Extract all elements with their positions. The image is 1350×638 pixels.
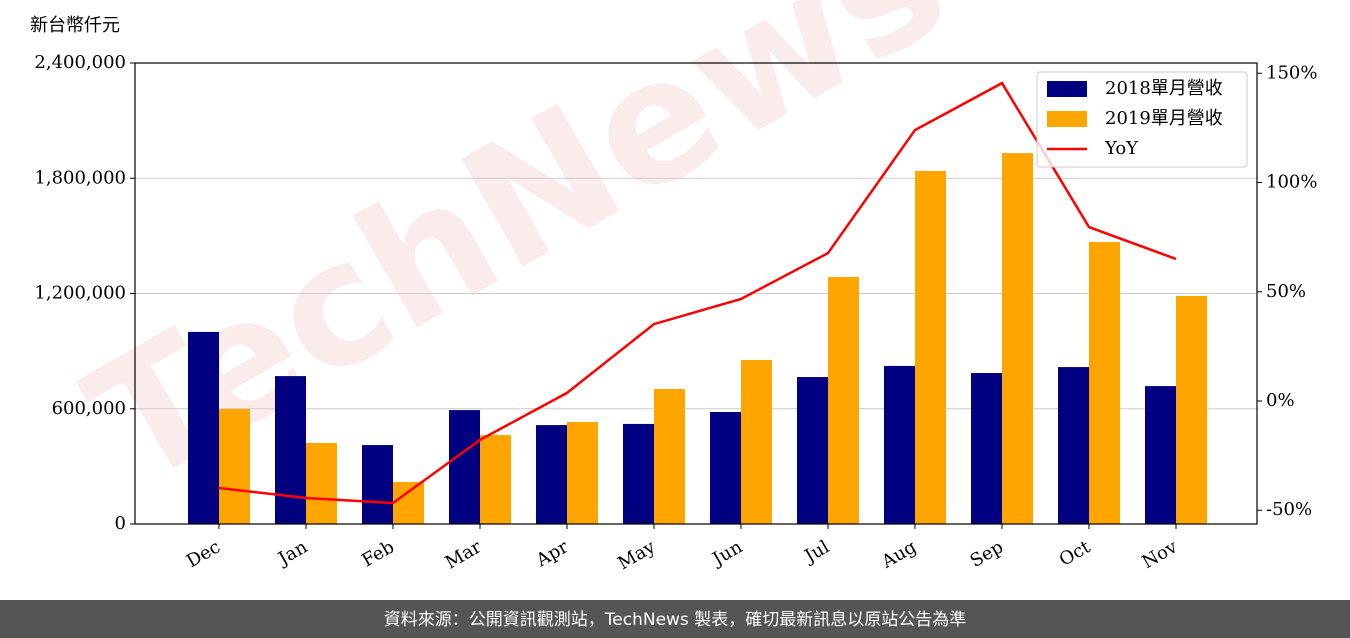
bar <box>797 377 828 524</box>
y2-tick-label: 100% <box>1266 172 1317 193</box>
y-tick-label: 0 <box>115 513 126 534</box>
x-tick-label: Feb <box>358 536 398 571</box>
bar <box>971 373 1002 524</box>
bar <box>1058 367 1089 524</box>
x-tick-label: Sep <box>967 536 1007 571</box>
footer-bar <box>0 600 1350 638</box>
bar <box>1089 242 1120 524</box>
bar <box>1176 295 1207 524</box>
footer: 資料來源：公開資訊觀測站，TechNews 製表，確切最新訊息以原站公告為準 <box>384 610 966 630</box>
y-axis-label: 新台幣仟元 <box>30 15 120 36</box>
y-tick-label: 1,200,000 <box>34 283 126 304</box>
x-tick-label: Oct <box>1056 536 1095 571</box>
bar <box>1002 153 1033 524</box>
y2-tick-label: 0% <box>1266 390 1295 411</box>
bar <box>567 422 598 524</box>
bar <box>275 376 306 524</box>
plot-frame <box>134 62 1258 525</box>
x-tick-label: Apr <box>532 536 572 571</box>
x-tick-label: Aug <box>877 536 920 573</box>
line <box>218 81 1177 505</box>
legend-box <box>1036 71 1248 168</box>
bar <box>828 276 859 524</box>
y-tick-label: 1,800,000 <box>34 167 126 188</box>
bar <box>654 388 685 524</box>
legend-swatch <box>1047 111 1087 127</box>
bar <box>480 435 511 524</box>
x-tick-label: May <box>614 536 659 574</box>
bar <box>362 445 393 524</box>
x-tick-label: Jul <box>799 536 833 568</box>
bar <box>915 170 946 524</box>
y2-tick-label: 150% <box>1266 62 1317 83</box>
bar <box>393 481 424 524</box>
bar <box>188 331 219 524</box>
bar <box>306 442 337 524</box>
bar <box>536 425 567 524</box>
x-tick-label: Jun <box>707 536 746 571</box>
x-tick-label: Dec <box>183 536 224 572</box>
x-tick-label: Nov <box>1139 536 1182 573</box>
y2-tick-label: -50% <box>1266 499 1312 520</box>
bar <box>449 410 480 524</box>
y2-tick-label: 50% <box>1266 281 1306 302</box>
bar <box>884 365 915 524</box>
bar <box>219 408 250 524</box>
bar <box>710 412 741 524</box>
x-tick-label: Mar <box>442 536 486 573</box>
legend-swatch <box>1047 81 1087 97</box>
legend-label: 2019單月營收 <box>1105 108 1223 129</box>
y-tick-label: 2,400,000 <box>34 52 126 73</box>
y-tick-label: 600,000 <box>52 398 126 419</box>
bar <box>741 359 772 524</box>
legend-label: YoY <box>1104 138 1139 159</box>
legend-label: 2018單月營收 <box>1105 78 1223 99</box>
bar <box>623 423 654 524</box>
x-tick-label: Jan <box>273 536 311 570</box>
bar <box>1145 386 1176 524</box>
